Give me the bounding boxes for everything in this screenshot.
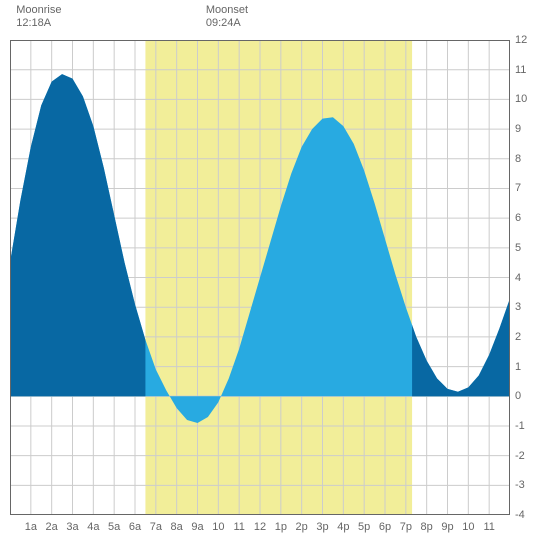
y-tick-label: 8 <box>515 153 540 165</box>
moonset-value: 09:24A <box>206 17 248 30</box>
x-tick-label: 7p <box>400 521 412 533</box>
moonset-title: Moonset <box>206 4 248 17</box>
x-tick-label: 4a <box>87 521 99 533</box>
x-tick-label: 1p <box>275 521 287 533</box>
x-tick-label: 8p <box>421 521 433 533</box>
y-tick-label: 2 <box>515 331 540 343</box>
y-tick-label: 9 <box>515 123 540 135</box>
x-tick-label: 8a <box>171 521 183 533</box>
x-tick-label: 10 <box>462 521 474 533</box>
y-tick-label: 5 <box>515 242 540 254</box>
x-tick-label: 9p <box>441 521 453 533</box>
x-tick-label: 6p <box>379 521 391 533</box>
y-tick-label: -1 <box>515 420 540 432</box>
moonrise-label: Moonrise 12:18A <box>16 4 61 30</box>
y-tick-label: 7 <box>515 182 540 194</box>
y-tick-label: -3 <box>515 479 540 491</box>
moonset-label: Moonset 09:24A <box>206 4 248 30</box>
moonrise-title: Moonrise <box>16 4 61 17</box>
moonrise-value: 12:18A <box>16 17 61 30</box>
tide-chart-svg <box>10 40 510 515</box>
x-tick-label: 2p <box>296 521 308 533</box>
y-tick-label: 6 <box>515 212 540 224</box>
x-tick-label: 9a <box>191 521 203 533</box>
y-tick-label: -2 <box>515 450 540 462</box>
y-tick-label: 11 <box>515 64 540 76</box>
x-tick-label: 11 <box>483 521 494 533</box>
x-tick-label: 5p <box>358 521 370 533</box>
x-tick-label: 7a <box>150 521 162 533</box>
y-tick-label: 10 <box>515 93 540 105</box>
x-tick-label: 4p <box>337 521 349 533</box>
x-tick-label: 3p <box>316 521 328 533</box>
x-tick-label: 12 <box>254 521 266 533</box>
y-tick-label: -4 <box>515 509 540 521</box>
tide-chart: -4-3-2-101234567891011121a2a3a4a5a6a7a8a… <box>10 40 510 515</box>
x-tick-label: 6a <box>129 521 141 533</box>
y-tick-label: 1 <box>515 361 540 373</box>
x-tick-label: 1a <box>25 521 37 533</box>
x-tick-label: 2a <box>46 521 58 533</box>
x-tick-label: 10 <box>212 521 224 533</box>
x-tick-label: 5a <box>108 521 120 533</box>
x-tick-label: 3a <box>66 521 78 533</box>
x-tick-label: 11 <box>233 521 244 533</box>
y-tick-label: 12 <box>515 34 540 46</box>
y-tick-label: 0 <box>515 390 540 402</box>
y-tick-label: 4 <box>515 272 540 284</box>
y-tick-label: 3 <box>515 301 540 313</box>
